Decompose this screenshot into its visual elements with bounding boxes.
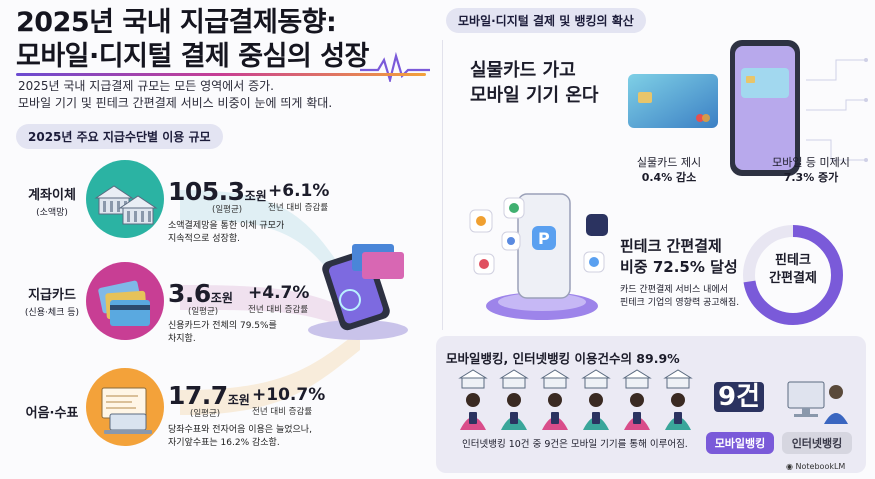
heartbeat-icon bbox=[360, 52, 430, 82]
row-value-card: 3.6조원 (일평균) bbox=[168, 279, 233, 317]
credit-cards-icon bbox=[98, 280, 150, 326]
check-circle bbox=[86, 368, 164, 446]
mobile-user-6 bbox=[663, 369, 693, 430]
check-laptop-icon bbox=[101, 387, 152, 434]
row-label-transfer: 계좌이체 (소액망) bbox=[28, 188, 76, 218]
mobile-user-4 bbox=[581, 369, 611, 430]
fintech-desc: 카드 간편결제 서비스 내에서 핀테크 기업의 영향력 공고해짐. bbox=[620, 285, 740, 308]
row-growth-check: +10.7% 전년 대비 증감률 bbox=[252, 385, 326, 417]
subtitle-line-2: 모바일 기기 및 핀테크 간편결제 서비스 비중이 눈에 띄게 확대. bbox=[18, 96, 333, 110]
fintech-donut-chart bbox=[743, 225, 843, 325]
title-underline bbox=[16, 73, 426, 76]
internet-banking-label: 인터넷뱅킹 bbox=[782, 432, 852, 454]
fintech-phone-illustration: P bbox=[469, 193, 608, 320]
row-desc-check: 당좌수표와 전자어음 이용은 늘었으나, 자기앞수표는 16.2% 감소함. bbox=[168, 425, 312, 448]
svg-text:P: P bbox=[538, 229, 550, 248]
card-note-right: 모바일 등 미제시 7.3% 증가 bbox=[772, 156, 850, 184]
title-line-1: 2025년 국내 지급결제동향: bbox=[16, 7, 337, 38]
fintech-title: 핀테크 간편결제 비중 72.5% 달성 bbox=[620, 237, 738, 276]
row-label-card: 지급카드 (신용·체크 등) bbox=[24, 288, 80, 318]
card-headline: 실물카드 가고 모바일 기기 온다 bbox=[470, 60, 599, 106]
donut-label: 핀테크 간편결제 bbox=[769, 253, 817, 286]
banking-count: 9건 bbox=[708, 376, 770, 413]
row-growth-card: +4.7% 전년 대비 증감률 bbox=[248, 283, 310, 315]
subtitle-line-1: 2025년 국내 지급결제 규모는 모든 영역에서 증가. bbox=[18, 79, 274, 93]
title-line-2: 모바일·디지털 결제 중심의 성장 bbox=[16, 41, 369, 72]
row-value-transfer: 105.3조원 (일평균) bbox=[168, 177, 267, 215]
row-desc-card: 신용카드가 전체의 79.5%를 차지함. bbox=[168, 321, 277, 344]
mobile-user-2 bbox=[499, 369, 529, 430]
row-value-check: 17.7조원 (일평균) bbox=[168, 381, 250, 419]
banking-note: 인터넷뱅킹 10건 중 9건은 모바일 기기를 통해 이루어짐. bbox=[462, 439, 688, 450]
circuit-lines bbox=[806, 58, 868, 162]
smartphone-icon bbox=[730, 40, 800, 176]
donut-share-arc bbox=[743, 225, 843, 325]
flow-ribbons bbox=[180, 190, 360, 415]
section-header-left: 2025년 주요 지급수단별 이용 규모 bbox=[16, 124, 223, 149]
cards-circle bbox=[86, 262, 164, 340]
mobile-banking-label: 모바일뱅킹 bbox=[706, 432, 774, 454]
section-header-right: 모바일·디지털 결제 및 뱅킹의 확산 bbox=[446, 8, 646, 33]
banking-title: 모바일뱅킹, 인터넷뱅킹 이용건수의 89.9% bbox=[446, 351, 680, 366]
row-growth-transfer: +6.1% 전년 대비 증감률 bbox=[268, 181, 330, 213]
page-title: 2025년 국내 지급결제동향: 모바일·디지털 결제 중심의 성장 bbox=[16, 6, 369, 74]
row-desc-transfer: 소액결제망을 통한 이체 규모가 지속적으로 성장함. bbox=[168, 221, 285, 244]
bank-building-icon bbox=[94, 185, 158, 225]
row-label-check: 어음·수표 bbox=[25, 406, 79, 421]
notebooklm-logo-icon: ◉ bbox=[786, 462, 796, 471]
mobile-user-1 bbox=[458, 369, 488, 430]
card-note-left: 실물카드 제시 0.4% 감소 bbox=[636, 156, 702, 184]
phone-with-cards-illustration bbox=[308, 244, 408, 340]
mobile-users-illustration bbox=[458, 369, 693, 430]
subtitle: 2025년 국내 지급결제 규모는 모든 영역에서 증가. 모바일 기기 및 핀… bbox=[18, 78, 332, 112]
divider bbox=[442, 40, 443, 330]
desktop-user-icon bbox=[787, 381, 848, 424]
mobile-user-3 bbox=[540, 369, 570, 430]
physical-card-icon bbox=[628, 74, 718, 128]
watermark: ◉ NotebookLM bbox=[786, 462, 846, 471]
bank-building-circle bbox=[86, 160, 164, 238]
mobile-user-5 bbox=[622, 369, 652, 430]
